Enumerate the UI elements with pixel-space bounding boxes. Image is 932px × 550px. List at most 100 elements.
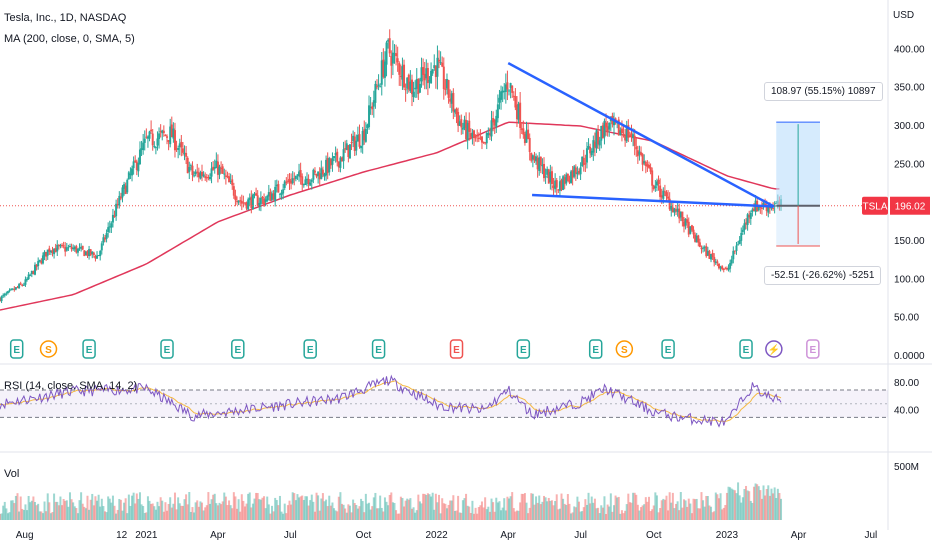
candle-body xyxy=(181,148,184,153)
volume-bar xyxy=(616,497,619,520)
candle-body xyxy=(641,154,644,165)
volume-bar xyxy=(113,505,116,520)
earnings-event-letter: E xyxy=(453,345,460,356)
volume-bar xyxy=(620,510,623,520)
candle-body xyxy=(318,173,321,180)
candle-body xyxy=(96,255,99,259)
candle-body xyxy=(488,133,491,135)
earnings-event-letter: E xyxy=(375,345,382,356)
candle-body xyxy=(463,119,466,128)
volume-bar xyxy=(361,501,364,520)
volume-bar xyxy=(523,493,526,520)
candle-body xyxy=(539,156,542,166)
time-tick-label: Jul xyxy=(574,530,587,541)
earnings-event-icon xyxy=(739,339,753,359)
candle-body xyxy=(285,181,288,183)
volume-bar xyxy=(175,509,178,520)
volume-bar xyxy=(317,495,320,520)
volume-bar xyxy=(208,503,211,520)
volume-bar xyxy=(430,496,433,520)
candle-body xyxy=(533,156,536,161)
volume-bar xyxy=(191,507,194,520)
candle-body xyxy=(434,65,437,78)
volume-bar xyxy=(566,494,569,520)
volume-bar xyxy=(756,484,759,520)
volume-bar xyxy=(398,513,401,520)
volume-bar xyxy=(579,511,582,520)
candle-body xyxy=(61,244,64,246)
volume-bar xyxy=(345,512,348,520)
volume-bar xyxy=(716,494,719,520)
candle-body xyxy=(525,130,528,143)
candle-body xyxy=(256,195,259,206)
candle-body xyxy=(304,179,307,185)
candle-body xyxy=(772,208,775,210)
volume-bar xyxy=(431,492,434,520)
candle-body xyxy=(632,134,635,139)
volume-bar xyxy=(738,495,741,520)
candle-body xyxy=(751,209,754,213)
volume-bar xyxy=(538,495,541,520)
volume-label[interactable]: Vol xyxy=(4,468,20,480)
volume-bar xyxy=(380,507,383,520)
volume-bar xyxy=(266,496,269,520)
volume-bar xyxy=(216,505,219,520)
volume-bar xyxy=(525,502,528,520)
candle-body xyxy=(506,82,509,90)
candle-body xyxy=(740,232,743,241)
candle-body xyxy=(608,122,611,130)
rsi-indicator-label[interactable]: RSI (14, close, SMA, 14, 2) xyxy=(4,380,138,392)
candle-body xyxy=(6,291,9,294)
candle-body xyxy=(603,120,606,138)
volume-bar xyxy=(103,511,106,520)
rsi-tick-label: 80.00 xyxy=(894,378,919,389)
candle-body xyxy=(173,130,176,151)
candle-body xyxy=(721,266,724,270)
volume-bar xyxy=(248,492,251,520)
candle-body xyxy=(593,141,596,148)
candle-body xyxy=(546,169,549,175)
candle-body xyxy=(377,84,380,86)
candle-body xyxy=(3,293,6,296)
candle-body xyxy=(224,175,227,177)
volume-bar xyxy=(75,508,78,520)
candle-body xyxy=(519,102,522,129)
volume-bar xyxy=(312,501,315,520)
volume-bar xyxy=(601,507,604,520)
candle-body xyxy=(65,247,68,251)
volume-bar xyxy=(748,491,751,520)
ma-indicator-label[interactable]: MA (200, close, 0, SMA, 5) xyxy=(4,33,135,45)
candle-body xyxy=(633,135,636,146)
currency-label: USD xyxy=(893,10,915,21)
candle-body xyxy=(705,246,708,257)
volume-bar xyxy=(173,492,176,520)
candle-body xyxy=(134,160,137,163)
candle-body xyxy=(406,77,409,89)
candle-body xyxy=(737,244,740,246)
volume-bar xyxy=(469,512,472,520)
rsi-tick-label: 40.00 xyxy=(894,406,919,417)
volume-bar xyxy=(358,506,361,520)
candle-body xyxy=(694,234,697,242)
volume-bar xyxy=(45,511,48,520)
candle-body xyxy=(259,197,262,205)
volume-bar xyxy=(218,502,221,520)
volume-bar xyxy=(450,500,453,520)
volume-bar xyxy=(221,501,224,520)
candle-body xyxy=(438,59,441,62)
volume-bar xyxy=(539,504,542,520)
volume-bar xyxy=(258,499,261,520)
volume-bar xyxy=(294,500,297,520)
candle-body xyxy=(239,200,242,202)
earnings-event-letter: E xyxy=(743,345,750,356)
candle-body xyxy=(202,174,205,177)
volume-bar xyxy=(643,504,646,520)
candle-body xyxy=(398,63,401,75)
volume-bar xyxy=(271,505,274,520)
candle-body xyxy=(32,271,35,275)
candle-body xyxy=(142,142,145,151)
candle-body xyxy=(131,168,134,176)
volume-bar xyxy=(53,493,56,520)
volume-bar xyxy=(57,505,60,520)
